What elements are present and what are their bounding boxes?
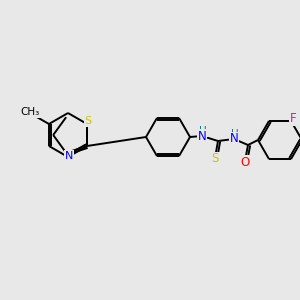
Text: F: F	[290, 112, 296, 125]
Text: O: O	[240, 155, 250, 169]
Text: N: N	[198, 130, 206, 142]
Text: CH₃: CH₃	[20, 107, 40, 117]
Text: N: N	[65, 151, 73, 161]
Text: S: S	[211, 152, 219, 166]
Text: H: H	[231, 129, 239, 139]
Text: H: H	[199, 126, 207, 136]
Text: S: S	[85, 116, 92, 126]
Text: N: N	[230, 133, 238, 146]
